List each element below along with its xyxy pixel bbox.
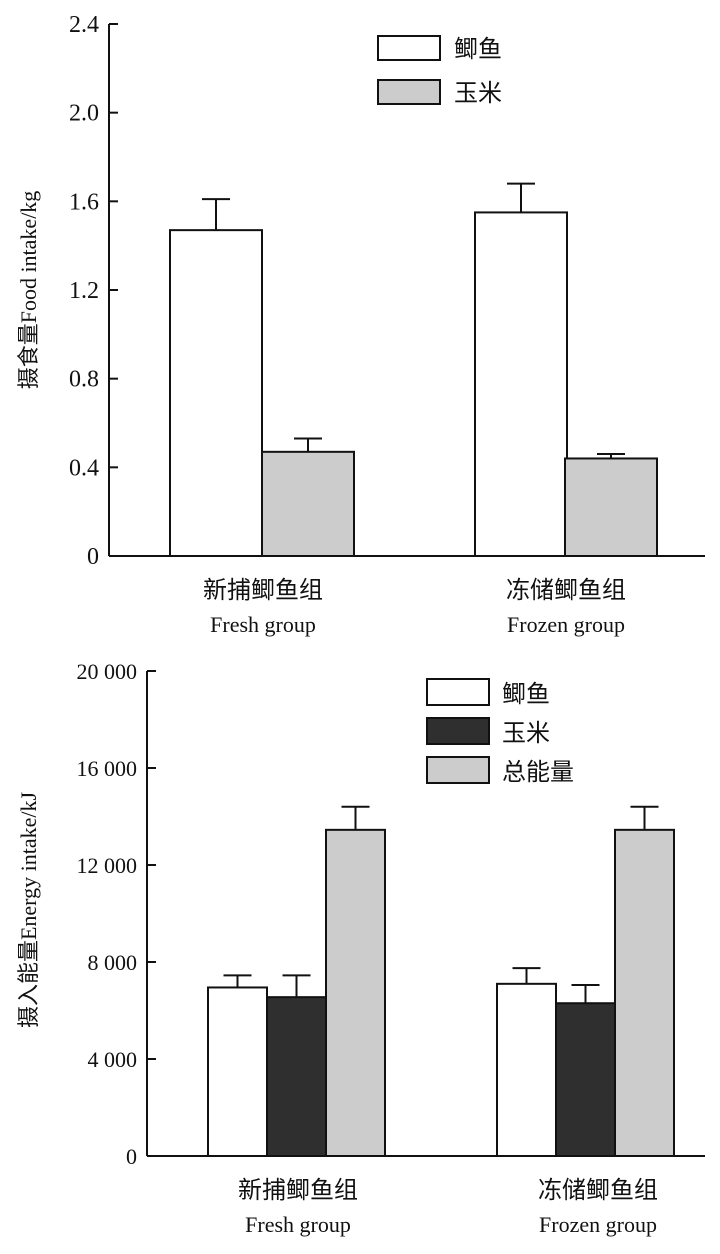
legend-swatch [377,35,441,61]
y-tick-label: 12 000 [77,853,138,878]
category-label-en: Fresh group [210,612,316,637]
y-tick-label: 0 [87,544,99,570]
category-label-zh: 冻储鲫鱼组 [506,577,626,604]
bar [564,457,658,558]
category-label-zh: 新捕鲫鱼组 [203,577,323,604]
bar [474,211,568,558]
y-tick-label: 1.2 [69,278,99,304]
y-tick-label: 0.8 [69,367,99,393]
legend-swatch [426,678,490,706]
category-label-en: Frozen group [539,1212,657,1237]
category-label-en: Frozen group [507,612,625,637]
legend-label: 总能量 [502,759,574,786]
legend-label: 鲫鱼 [502,681,550,708]
bar [261,450,355,558]
bar [325,828,386,1158]
category-label-zh: 新捕鲫鱼组 [238,1177,358,1204]
bar [207,986,268,1158]
bar [614,828,675,1158]
legend-label: 玉米 [454,80,502,107]
category-label-en: Fresh group [245,1212,351,1237]
bar [555,1002,616,1157]
legend-swatch [377,79,441,105]
bar [496,982,557,1158]
y-tick-label: 2.4 [69,12,99,38]
y-tick-label: 1.6 [69,189,99,215]
y-tick-label: 16 000 [77,756,138,781]
bar [266,996,327,1157]
legend-label: 鲫鱼 [454,36,502,63]
legend-label: 玉米 [502,720,550,747]
energy-intake-chart: 0 4 000 8 000 12 000 16 000 20 000 摄入能量Energy … [16,659,705,1237]
y-axis-label: 摄食量Food intake/kg [16,191,41,390]
bar [169,229,263,557]
y-tick-label: 20 000 [77,659,138,684]
y-axis-label: 摄入能量Energy intake/kJ [16,792,41,1028]
legend-swatch [426,717,490,745]
y-tick-label: 0 [126,1144,137,1169]
y-tick-label: 2.0 [69,101,99,127]
legend-swatch [426,756,490,784]
food-intake-chart: 0 0.4 0.8 1.2 1.6 2.0 2.4 摄食量Food intake/kg 新捕鲫鱼… [16,12,705,637]
category-label-zh: 冻储鲫鱼组 [538,1177,658,1204]
y-tick-label: 4 000 [88,1047,138,1072]
y-tick-label: 0.4 [69,455,99,481]
y-tick-label: 8 000 [88,950,138,975]
